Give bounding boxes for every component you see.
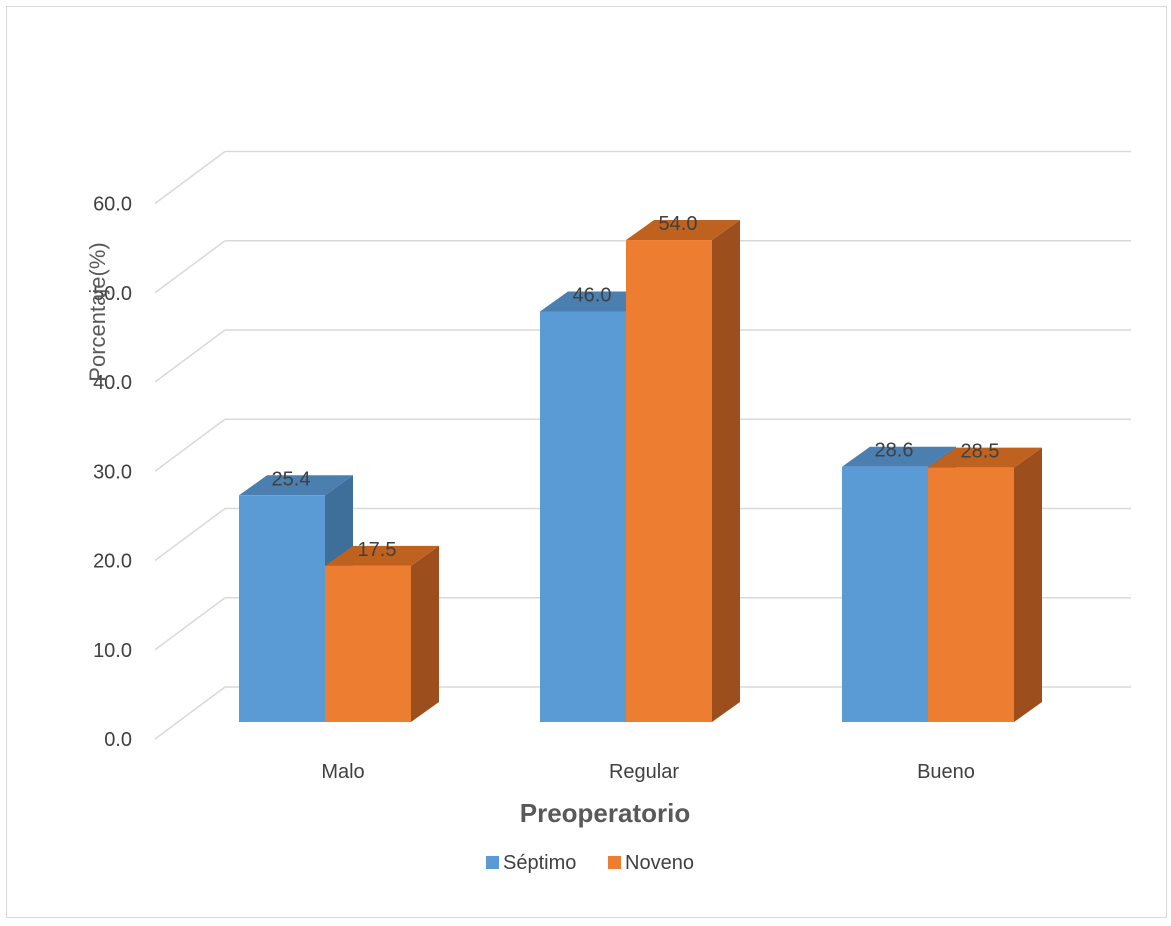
y-tick-label: 50.0 [93, 283, 132, 305]
data-label: 17.5 [358, 539, 397, 561]
x-tick-label: Malo [321, 761, 364, 783]
bar-top [239, 475, 353, 496]
legend-label: Séptimo [503, 852, 576, 874]
bar [928, 467, 1014, 722]
x-tick-label: Bueno [917, 761, 975, 783]
y-axis-title: Porcentaje(%) [85, 242, 110, 381]
gridline-side [154, 507, 226, 562]
y-tick-label: 30.0 [93, 461, 132, 483]
y-axis-ticks: 0.0 10.0 20.0 30.0 40.0 50.0 60.0 [93, 194, 132, 752]
x-axis-categories: Malo Regular Bueno [321, 761, 975, 783]
bar-top [626, 220, 740, 241]
gridline-side [154, 418, 226, 472]
gridline-side [154, 150, 226, 205]
data-label: 28.5 [961, 441, 1000, 463]
y-tick-label: 40.0 [93, 372, 132, 394]
bar-side [712, 220, 740, 723]
gridline-side [154, 597, 226, 651]
bar [540, 311, 626, 722]
bar [239, 495, 325, 722]
y-tick-label: 60.0 [93, 194, 132, 216]
bar [842, 466, 928, 722]
legend-swatch [608, 856, 621, 869]
legend: Séptimo Noveno [486, 852, 694, 874]
data-label: 46.0 [573, 284, 612, 306]
bar [325, 565, 411, 722]
bar-top [325, 545, 439, 566]
data-label: 28.6 [875, 440, 914, 462]
legend-swatch [486, 856, 499, 869]
bar-top [540, 291, 654, 312]
bar-top [928, 447, 1042, 468]
y-tick-label: 20.0 [93, 551, 132, 573]
data-label: 54.0 [659, 213, 698, 235]
gridline-side [154, 240, 226, 294]
x-tick-label: Regular [609, 761, 679, 783]
gridline-side [154, 686, 226, 740]
data-labels: 25.4 17.5 46.0 54.0 28.6 28.5 [272, 213, 1000, 561]
gridline-side [154, 329, 226, 383]
bar-side [411, 545, 439, 722]
legend-label: Noveno [625, 852, 694, 874]
bar [626, 240, 712, 723]
x-axis-title: Preoperatorio [520, 798, 691, 828]
bar-side [1014, 447, 1042, 722]
data-label: 25.4 [272, 468, 311, 490]
y-tick-label: 10.0 [93, 640, 132, 662]
bars [239, 220, 1042, 723]
bar-top [842, 446, 956, 467]
y-tick-label: 0.0 [104, 729, 132, 751]
